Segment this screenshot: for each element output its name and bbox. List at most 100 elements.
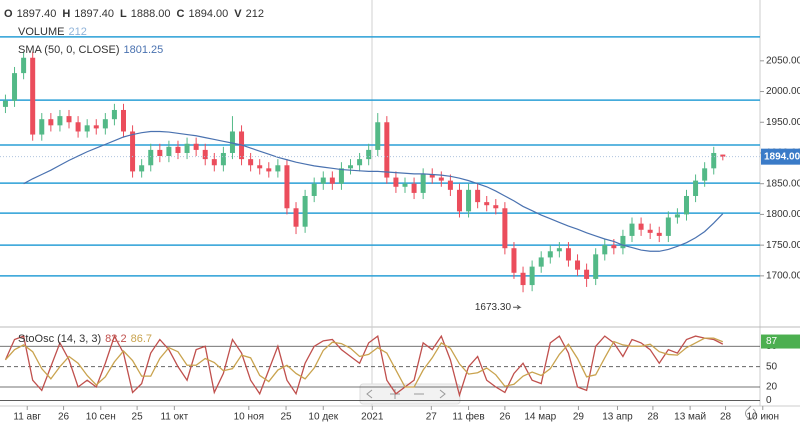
candle-body — [638, 223, 644, 230]
stoch-line — [4, 334, 724, 398]
candle-body — [620, 235, 626, 249]
volume-legend: VOLUME 212 — [18, 26, 87, 38]
stoch-value: 86.7 — [131, 333, 152, 345]
candle-body — [39, 119, 45, 135]
candle-body — [329, 177, 335, 184]
ohlc-value: 1888.00 — [131, 8, 171, 20]
candle-body — [75, 122, 81, 132]
candle-body — [220, 152, 226, 166]
candle-body — [720, 154, 726, 157]
stoch-badge-bg — [761, 334, 800, 349]
candle-body — [93, 125, 99, 129]
candle-body — [466, 189, 472, 212]
sma-line — [23, 130, 724, 252]
ohlc-legend: O 1897.40 H 1897.40 L 1888.00 C 1894.00 V 212 — [4, 8, 264, 20]
candle-body — [120, 109, 126, 132]
candle-body — [66, 116, 72, 123]
x-tick-label: 25 — [280, 412, 292, 423]
candle-body — [320, 177, 326, 184]
candle-body — [84, 125, 90, 132]
ohlc-value: 1897.40 — [74, 8, 114, 20]
candle-body — [575, 260, 581, 270]
candle-body — [656, 232, 662, 236]
y-tick-label: 1700.00 — [766, 270, 800, 281]
candle-body — [257, 165, 263, 169]
candle-body — [665, 217, 671, 236]
volume-value: 212 — [68, 26, 86, 38]
candle-body — [184, 143, 190, 153]
ohlc-key: H — [62, 8, 70, 20]
candle-body — [21, 57, 27, 74]
candle-body — [674, 214, 680, 218]
y-tick-label: 1850.00 — [766, 178, 800, 189]
candle-body — [538, 257, 544, 267]
candle-body — [602, 245, 608, 255]
candle-body — [438, 177, 444, 181]
y-tick-label: 50 — [766, 361, 778, 372]
reset-button[interactable] — [745, 405, 756, 419]
y-tick-label: 1950.00 — [766, 117, 800, 128]
candle-body — [30, 57, 36, 135]
ohlc-key: V — [234, 8, 242, 20]
stoch-legend: StoOsc (14, 3, 3) 83.2 86.7 — [18, 333, 152, 345]
candle-body — [611, 245, 617, 249]
stoch-value: 83.2 — [105, 333, 126, 345]
candle-body — [384, 122, 390, 178]
ohlc-value: 1894.00 — [189, 8, 229, 20]
candle-body — [166, 146, 172, 157]
candle-body — [593, 254, 599, 279]
candle-body — [248, 159, 254, 166]
candle-body — [493, 205, 499, 209]
annotation-arrow — [513, 304, 522, 310]
candle-body — [302, 195, 308, 227]
candle-body — [520, 272, 526, 286]
nav-zoom-in[interactable] — [390, 389, 400, 399]
y-tick-label: 20 — [766, 382, 778, 393]
candle-body — [139, 165, 145, 172]
sma-name: SMA (50, 0, CLOSE) — [18, 44, 119, 56]
y-tick-label: 1800.00 — [766, 209, 800, 220]
candle-body — [475, 189, 481, 203]
candle-body — [57, 116, 63, 126]
sma-value: 1801.25 — [123, 44, 163, 56]
candle-body — [411, 183, 417, 193]
x-tick-label: 29 — [573, 412, 585, 423]
x-tick-label: 11 фев — [452, 411, 484, 423]
candle-body — [447, 180, 453, 190]
ohlc-value: 1897.40 — [17, 8, 57, 20]
y-tick-label: 1750.00 — [766, 240, 800, 251]
candle-body — [393, 177, 399, 187]
candle-body — [547, 251, 553, 258]
candle-body — [229, 131, 235, 153]
x-tick-label: 26 — [58, 412, 70, 423]
candle-body — [629, 223, 635, 236]
x-tick-label: 10 сен — [86, 412, 116, 423]
candle-body — [584, 269, 590, 279]
x-tick-label: 11 окт — [160, 412, 188, 423]
candle-body — [402, 183, 408, 187]
candle-body — [511, 248, 517, 273]
candle-body — [102, 119, 108, 129]
candle-body — [357, 159, 363, 166]
stoch-title: StoOsc (14, 3, 3) — [18, 333, 101, 345]
candle-body — [711, 152, 717, 169]
ohlc-key: L — [120, 8, 127, 20]
candle-body — [693, 180, 699, 196]
candle-body — [366, 149, 372, 160]
candle-body — [456, 189, 462, 212]
candle-body — [484, 202, 490, 206]
candle-body — [175, 146, 181, 153]
candle-body — [311, 183, 317, 196]
nav-left[interactable] — [366, 389, 373, 399]
candle-body — [130, 131, 136, 172]
nav-right[interactable] — [439, 389, 446, 399]
stoch-line — [4, 337, 724, 388]
candle-body — [157, 149, 163, 157]
ohlc-value: 212 — [246, 8, 264, 20]
x-tick-label: 28 — [647, 412, 659, 423]
candle-body — [12, 73, 18, 101]
price-badge-bg — [761, 148, 800, 165]
price-badge: 1894.00 — [764, 151, 800, 162]
